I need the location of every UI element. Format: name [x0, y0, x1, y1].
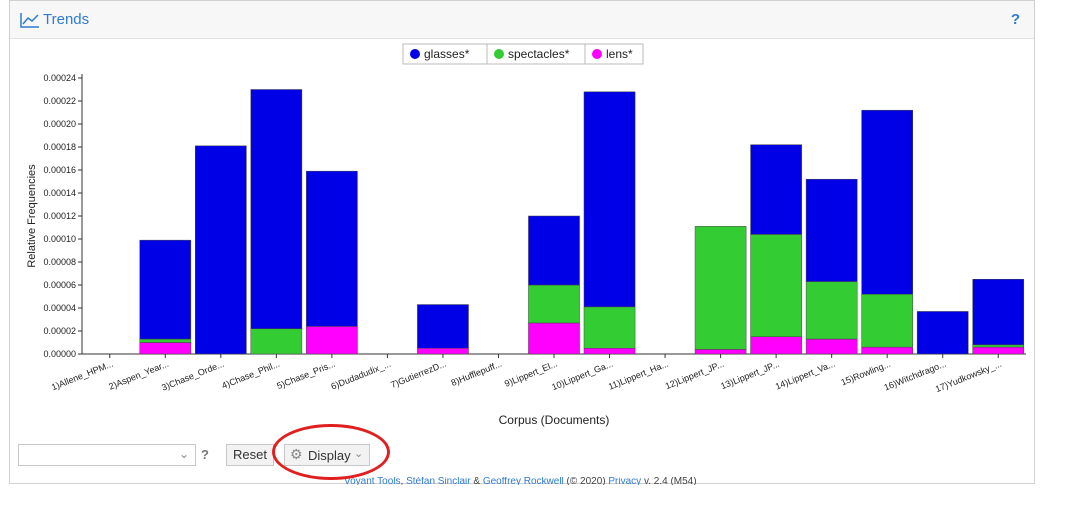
bar-segment [861, 346, 913, 355]
bar-segment [583, 91, 636, 308]
y-tick-label: 0.00008 [43, 257, 76, 267]
panel-toolbar: ⌄ ? Reset ⚙ Display ⌄ [10, 442, 1034, 474]
x-tick-label: 14)Lippert_Va... [774, 359, 837, 392]
legend-swatch [592, 49, 602, 59]
bar-segment [250, 328, 303, 355]
y-tick-label: 0.00014 [43, 188, 76, 198]
footer: Voyant Tools, Stéfan Sinclair & Geoffrey… [10, 477, 1034, 485]
y-tick-label: 0.00024 [43, 73, 76, 83]
x-tick-label: 5)Chase_Pris... [275, 359, 336, 392]
footer-sep: , [400, 477, 407, 485]
bar-segment [139, 342, 192, 355]
legend-box [402, 43, 644, 65]
y-tick-label: 0.00000 [43, 349, 76, 359]
author2-link[interactable]: Geoffrey Rockwell [482, 477, 564, 485]
display-button-label: Display [308, 448, 351, 463]
panel-title: Trends [43, 11, 90, 28]
x-axis-title: Corpus (Documents) [499, 413, 610, 427]
x-tick-label: 12)Lippert_JP... [664, 359, 726, 392]
y-tick-label: 0.00010 [43, 234, 76, 244]
y-tick-label: 0.00020 [43, 119, 76, 129]
y-tick-label: 0.00016 [43, 165, 76, 175]
bar-segment [805, 281, 858, 340]
legend-swatch [494, 49, 504, 59]
bar-segment [750, 234, 802, 337]
bar-segment [583, 348, 636, 355]
bar-segment [528, 322, 580, 355]
legend-swatch [410, 49, 420, 59]
footer-year: (© 2020) [563, 477, 609, 485]
bar-segment [916, 311, 969, 355]
bar-segment [306, 170, 358, 327]
display-button[interactable]: ⚙ Display ⌄ [284, 444, 370, 466]
bar-segment [195, 145, 247, 355]
bar-segment [861, 293, 913, 348]
x-tick-label: 3)Chase_Orde... [160, 359, 225, 393]
bar-segment [139, 239, 192, 340]
privacy-link[interactable]: Privacy [608, 477, 642, 485]
x-tick-label: 6)Dudadudix_... [329, 359, 392, 392]
y-tick-label: 0.00022 [43, 96, 76, 106]
bar-segment [417, 348, 469, 355]
bar-segment [694, 349, 747, 355]
term-select-input[interactable]: ⌄ [18, 444, 196, 466]
reset-button[interactable]: Reset [226, 444, 274, 466]
legend-item: glasses* [424, 47, 470, 61]
bar-segment [250, 89, 303, 329]
bar-segment [805, 178, 858, 282]
x-tick-label: 8)Hufflepuff... [450, 359, 504, 388]
panel-header: Trends ? [10, 1, 1034, 39]
footer-credits: Voyant Tools, Stéfan Sinclair & Geoffrey… [344, 477, 697, 485]
y-tick-label: 0.00018 [43, 142, 76, 152]
bar-segment [972, 344, 1025, 348]
x-tick-label: 7)GutierrezD... [389, 359, 447, 390]
legend: glasses* spectacles* lens* [402, 43, 644, 65]
voyant-link[interactable]: Voyant Tools [344, 477, 401, 485]
y-tick-label: 0.00012 [43, 211, 76, 221]
trends-chart: 0.00000 0.00002 0.00004 0.00006 0.00008 0.000… [26, 43, 1026, 427]
x-tick-label: 13)Lippert_JP... [719, 359, 781, 392]
x-tick-label: 10)Lippert_Ga... [550, 359, 614, 393]
bar-segment [528, 215, 580, 286]
y-tick-label: 0.00002 [43, 326, 76, 336]
bar-segment [583, 306, 636, 349]
bar-segment [694, 226, 747, 350]
bar-segment [972, 279, 1025, 346]
x-tick-label: 4)Chase_Phil... [220, 359, 281, 391]
help-icon[interactable]: ? [1010, 11, 1020, 28]
bar-segment [972, 346, 1025, 355]
chevron-down-icon[interactable]: ⌄ [178, 447, 189, 461]
help-icon[interactable]: ? [201, 447, 209, 462]
x-tick-label: 11)Lippert_Ha... [607, 359, 670, 392]
footer-amp: & [470, 477, 483, 485]
author1-link[interactable]: Stéfan Sinclair [406, 477, 471, 485]
y-tick-label: 0.00006 [43, 280, 76, 290]
bar-segment [750, 336, 802, 355]
footer-version: v. 2.4 (M54) [641, 477, 697, 485]
x-tick-label: 1)Allene_HPM... [50, 359, 115, 393]
line-chart-icon [20, 13, 39, 28]
bar-segment [861, 109, 913, 295]
bar-segment [805, 338, 858, 355]
bar-segment [528, 284, 580, 324]
trends-panel: Trends ? 0.00000 0.00002 0.00004 0.00006 0.0… [9, 0, 1035, 485]
y-axis-title: Relative Frequencies [26, 164, 38, 268]
bar-segment [750, 144, 802, 235]
bar-segment [417, 304, 469, 349]
legend-item: spectacles* [508, 47, 570, 61]
bar-segment [306, 326, 358, 355]
legend-item: lens* [606, 47, 633, 61]
y-tick-label: 0.00004 [43, 303, 76, 313]
bar-segment [139, 338, 192, 343]
gear-icon: ⚙ [290, 446, 303, 462]
chevron-down-icon: ⌄ [354, 448, 364, 460]
